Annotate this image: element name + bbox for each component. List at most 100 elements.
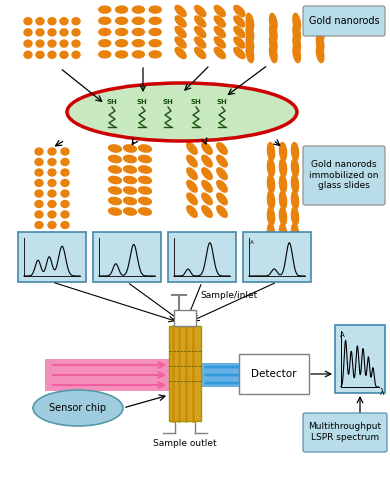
Text: Sample outlet: Sample outlet xyxy=(153,439,217,448)
Ellipse shape xyxy=(124,156,136,162)
Ellipse shape xyxy=(195,37,206,48)
Ellipse shape xyxy=(60,29,68,36)
Ellipse shape xyxy=(48,158,56,166)
Ellipse shape xyxy=(149,40,161,46)
Ellipse shape xyxy=(108,176,121,184)
FancyBboxPatch shape xyxy=(303,413,387,452)
Ellipse shape xyxy=(108,208,121,215)
Ellipse shape xyxy=(138,187,151,194)
Ellipse shape xyxy=(187,180,197,192)
Ellipse shape xyxy=(187,142,197,154)
Ellipse shape xyxy=(291,142,299,160)
Ellipse shape xyxy=(149,18,161,24)
Ellipse shape xyxy=(214,6,225,16)
Ellipse shape xyxy=(124,208,136,215)
Ellipse shape xyxy=(99,51,111,58)
Ellipse shape xyxy=(269,34,277,52)
Ellipse shape xyxy=(202,193,212,204)
Ellipse shape xyxy=(279,191,287,209)
Ellipse shape xyxy=(214,26,225,38)
Ellipse shape xyxy=(293,34,300,52)
Ellipse shape xyxy=(24,52,32,59)
Ellipse shape xyxy=(316,14,324,31)
FancyBboxPatch shape xyxy=(18,232,86,282)
Ellipse shape xyxy=(268,158,275,176)
Ellipse shape xyxy=(61,148,69,155)
Ellipse shape xyxy=(149,51,161,58)
Ellipse shape xyxy=(138,208,151,215)
Ellipse shape xyxy=(291,191,299,209)
Ellipse shape xyxy=(35,211,43,218)
Ellipse shape xyxy=(268,208,275,226)
FancyBboxPatch shape xyxy=(335,325,385,393)
Ellipse shape xyxy=(138,198,151,204)
Ellipse shape xyxy=(24,40,32,47)
Ellipse shape xyxy=(48,169,56,176)
Ellipse shape xyxy=(217,168,227,179)
Ellipse shape xyxy=(293,45,300,62)
Ellipse shape xyxy=(99,40,111,46)
Ellipse shape xyxy=(279,224,287,242)
Ellipse shape xyxy=(72,29,80,36)
Ellipse shape xyxy=(234,26,245,38)
Ellipse shape xyxy=(175,48,186,58)
Ellipse shape xyxy=(217,180,227,192)
Ellipse shape xyxy=(138,176,151,184)
Bar xyxy=(174,310,196,326)
Ellipse shape xyxy=(108,156,121,162)
Ellipse shape xyxy=(279,208,287,226)
Ellipse shape xyxy=(246,14,254,31)
FancyBboxPatch shape xyxy=(168,232,236,282)
Ellipse shape xyxy=(48,52,56,59)
Text: SH: SH xyxy=(106,99,117,105)
Ellipse shape xyxy=(108,145,121,152)
Ellipse shape xyxy=(24,29,32,36)
Ellipse shape xyxy=(67,83,297,141)
Ellipse shape xyxy=(291,208,299,226)
Ellipse shape xyxy=(279,158,287,176)
Ellipse shape xyxy=(72,18,80,24)
Ellipse shape xyxy=(187,168,197,179)
Bar xyxy=(201,363,276,387)
Ellipse shape xyxy=(217,206,227,218)
Ellipse shape xyxy=(61,180,69,186)
Ellipse shape xyxy=(269,24,277,42)
Ellipse shape xyxy=(175,6,186,16)
Ellipse shape xyxy=(61,222,69,228)
Ellipse shape xyxy=(61,169,69,176)
Ellipse shape xyxy=(293,14,300,31)
Ellipse shape xyxy=(36,18,44,24)
Ellipse shape xyxy=(202,142,212,154)
Text: Detector: Detector xyxy=(251,369,297,379)
Ellipse shape xyxy=(48,148,56,155)
Text: A: A xyxy=(340,332,345,338)
Ellipse shape xyxy=(138,166,151,173)
Ellipse shape xyxy=(99,6,111,13)
Ellipse shape xyxy=(132,51,144,58)
Ellipse shape xyxy=(268,224,275,242)
FancyBboxPatch shape xyxy=(303,6,385,36)
Ellipse shape xyxy=(60,18,68,24)
Ellipse shape xyxy=(48,222,56,228)
Ellipse shape xyxy=(108,166,121,173)
Ellipse shape xyxy=(48,180,56,186)
Ellipse shape xyxy=(115,6,128,13)
Bar xyxy=(169,326,201,421)
Ellipse shape xyxy=(246,34,254,52)
Ellipse shape xyxy=(217,193,227,204)
Text: SH: SH xyxy=(216,99,227,105)
Ellipse shape xyxy=(202,156,212,167)
Ellipse shape xyxy=(48,200,56,207)
Ellipse shape xyxy=(132,6,144,13)
Ellipse shape xyxy=(202,206,212,218)
Ellipse shape xyxy=(217,142,227,154)
FancyBboxPatch shape xyxy=(303,146,385,205)
Ellipse shape xyxy=(115,40,128,46)
Ellipse shape xyxy=(195,26,206,38)
Ellipse shape xyxy=(24,18,32,24)
Ellipse shape xyxy=(234,37,245,48)
Text: Sample/inlet: Sample/inlet xyxy=(200,291,257,300)
Ellipse shape xyxy=(124,176,136,184)
Ellipse shape xyxy=(61,211,69,218)
Text: Gold nanorods: Gold nanorods xyxy=(309,16,379,26)
